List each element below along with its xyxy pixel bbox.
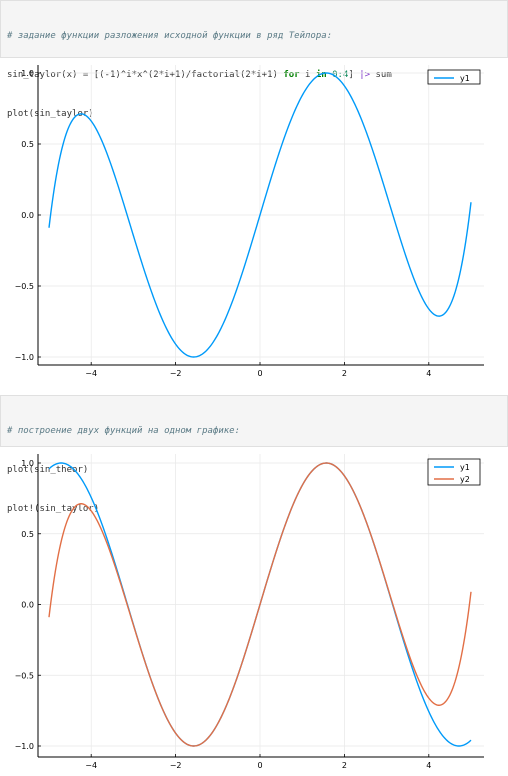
keyword-for: for (283, 70, 300, 80)
y-tick-label: 1.0 (21, 459, 34, 468)
x-tick-label: −2 (170, 761, 182, 770)
plot-output-1: −4 −2 0 2 4 −1.0 −0.5 0.0 0.5 1.0 y1 (0, 60, 508, 380)
series-line-y1 (48, 72, 472, 358)
chart-1: −4 −2 0 2 4 −1.0 −0.5 0.0 0.5 1.0 y1 (15, 65, 484, 378)
range-literal: 0:4 (332, 70, 349, 80)
x-tick-label: −4 (85, 369, 97, 378)
code-text: ] (348, 70, 360, 80)
y-tick-label: 0.0 (21, 211, 34, 220)
chart-2: −4 −2 0 2 4 −1.0 −0.5 0.0 0.5 1.0 y1 y2 (15, 454, 484, 770)
code-text: i (299, 70, 316, 80)
legend-label-y1: y1 (460, 463, 470, 472)
x-tick-label: 0 (257, 761, 262, 770)
y-tick-label: 1.0 (21, 69, 34, 78)
y-tick-label: −1.0 (15, 742, 34, 751)
code-comment: # задание функции разложения исходной фу… (7, 31, 333, 41)
x-tick-label: −2 (170, 369, 182, 378)
x-tick-label: 4 (426, 761, 431, 770)
x-tick-label: 4 (426, 369, 431, 378)
y-tick-label: 0.0 (21, 601, 34, 610)
code-line: plot(sin_theor) (7, 465, 89, 475)
legend-box (427, 69, 481, 85)
y-tick-label: −0.5 (15, 671, 34, 680)
code-comment: # построение двух функций на одном графи… (7, 426, 240, 436)
legend-label-y1: y1 (460, 74, 470, 83)
series-line-y2 (48, 462, 472, 747)
plot-output-2: −4 −2 0 2 4 −1.0 −0.5 0.0 0.5 1.0 y1 y2 (0, 449, 508, 776)
legend-box (427, 458, 481, 486)
x-tick-label: 2 (342, 369, 347, 378)
x-tick-label: 2 (342, 761, 347, 770)
keyword-in: in (315, 70, 327, 80)
legend-label-y2: y2 (460, 475, 470, 484)
y-tick-label: −1.0 (15, 353, 34, 362)
code-line: plot!(sin_taylor) (7, 504, 100, 514)
y-tick-label: 0.5 (21, 530, 34, 539)
y-tick-label: 0.5 (21, 140, 34, 149)
x-tick-label: −4 (85, 761, 97, 770)
code-line: sin_taylor(x) = [(-1)^i*x^(2*i+1)/factor… (7, 69, 501, 82)
code-cell-1[interactable]: # задание функции разложения исходной фу… (0, 0, 508, 119)
x-tick-label: 0 (257, 369, 262, 378)
code-cell-2[interactable]: # построение двух функций на одном графи… (0, 395, 508, 514)
code-text: sin_taylor(x) = [(-1)^i*x^(2*i+1)/factor… (7, 70, 284, 80)
code-line: plot(sin_taylor) (7, 109, 94, 119)
pipe-operator: |> (359, 70, 371, 80)
code-text: sum (370, 70, 392, 80)
y-tick-label: −0.5 (15, 282, 34, 291)
